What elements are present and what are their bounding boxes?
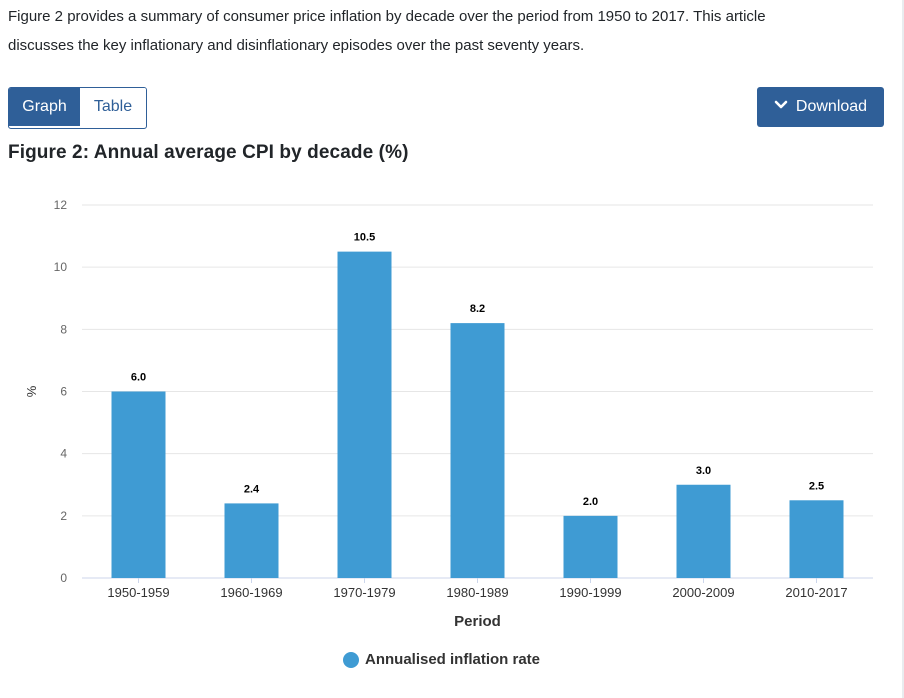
chart-area: 0 2 4 6 8 10 12% 6.0 1950-1959 2.4 1960-1969 10.5 19… — [0, 180, 904, 698]
data-label: 2.4 — [244, 483, 260, 495]
bar — [450, 323, 505, 578]
data-label: 2.0 — [583, 496, 598, 508]
legend[interactable]: Annualised inflation rate — [343, 651, 540, 668]
x-tick-label: 2010-2017 — [785, 585, 847, 600]
bar — [789, 500, 844, 578]
x-tick-label: 1950-1959 — [107, 585, 169, 600]
bar — [337, 251, 392, 578]
y-axis-label: % — [24, 385, 39, 397]
view-toggle: Graph Table — [8, 87, 147, 129]
x-tick-label: 1990-1999 — [559, 585, 621, 600]
legend-marker — [343, 651, 359, 668]
page-edge-divider — [902, 0, 904, 698]
bar — [111, 391, 166, 578]
table-tab[interactable]: Table — [80, 88, 146, 126]
bar — [563, 515, 618, 578]
bar — [676, 484, 731, 578]
data-label: 3.0 — [696, 465, 711, 477]
x-axis-label: Period — [454, 613, 501, 630]
data-label: 2.5 — [809, 480, 824, 492]
x-tick-label: 1970-1979 — [333, 585, 395, 600]
intro-line-1: Figure 2 provides a summary of consumer … — [8, 8, 766, 25]
y-tick-label: 8 — [60, 322, 67, 336]
chevron-down-icon — [774, 98, 788, 117]
x-tick-label: 1980-1989 — [446, 585, 508, 600]
y-tick-label: 2 — [60, 509, 67, 523]
y-tick-label: 6 — [60, 385, 67, 399]
y-tick-label: 10 — [54, 260, 68, 274]
intro-paragraph: Figure 2 provides a summary of consumer … — [8, 2, 888, 60]
y-tick-label: 12 — [54, 198, 68, 212]
data-label: 10.5 — [354, 232, 375, 244]
bar — [224, 503, 279, 578]
x-tick-label: 2000-2009 — [672, 585, 734, 600]
graph-tab[interactable]: Graph — [9, 88, 80, 126]
x-tick-label: 1960-1969 — [220, 585, 282, 600]
download-button[interactable]: Download — [757, 87, 884, 127]
intro-line-2: discusses the key inflationary and disin… — [8, 37, 585, 54]
y-tick-label: 4 — [60, 447, 67, 461]
y-tick-label: 0 — [60, 571, 67, 585]
figure-title: Figure 2: Annual average CPI by decade (… — [8, 142, 409, 163]
data-label: 8.2 — [470, 303, 485, 315]
download-label: Download — [795, 98, 868, 115]
legend-label: Annualised inflation rate — [365, 651, 541, 668]
data-label: 6.0 — [131, 372, 146, 384]
bar-chart: 0 2 4 6 8 10 12% 6.0 1950-1959 2.4 1960-1969 10.5 19… — [24, 198, 873, 630]
